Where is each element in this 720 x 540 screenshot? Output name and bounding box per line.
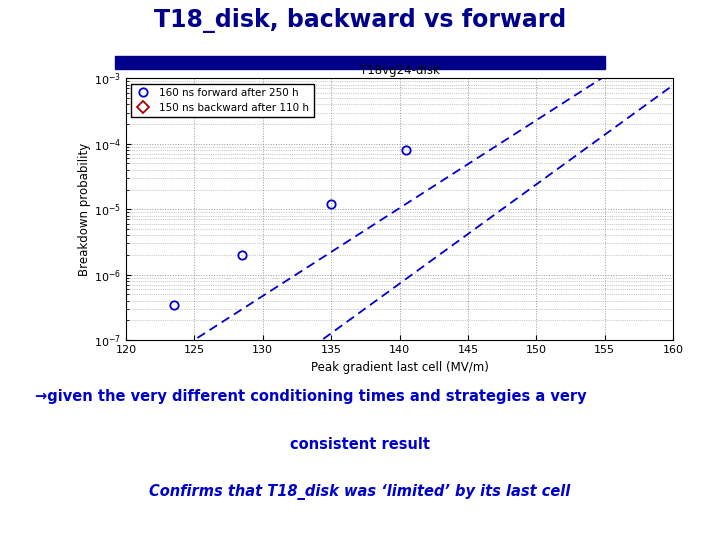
Bar bbox=[115, 56, 605, 69]
Text: Confirms that T18_disk was ‘limited’ by its last cell: Confirms that T18_disk was ‘limited’ by … bbox=[149, 484, 571, 500]
Title: T18vg24-disk: T18vg24-disk bbox=[360, 64, 439, 77]
Text: T18_disk, backward vs forward: T18_disk, backward vs forward bbox=[154, 8, 566, 33]
Y-axis label: Breakdown probability: Breakdown probability bbox=[78, 143, 91, 276]
Legend: 160 ns forward after 250 h, 150 ns backward after 110 h: 160 ns forward after 250 h, 150 ns backw… bbox=[131, 84, 313, 117]
X-axis label: Peak gradient last cell (MV/m): Peak gradient last cell (MV/m) bbox=[310, 361, 489, 374]
Text: consistent result: consistent result bbox=[290, 437, 430, 452]
Text: →given the very different conditioning times and strategies a very: →given the very different conditioning t… bbox=[35, 389, 587, 404]
